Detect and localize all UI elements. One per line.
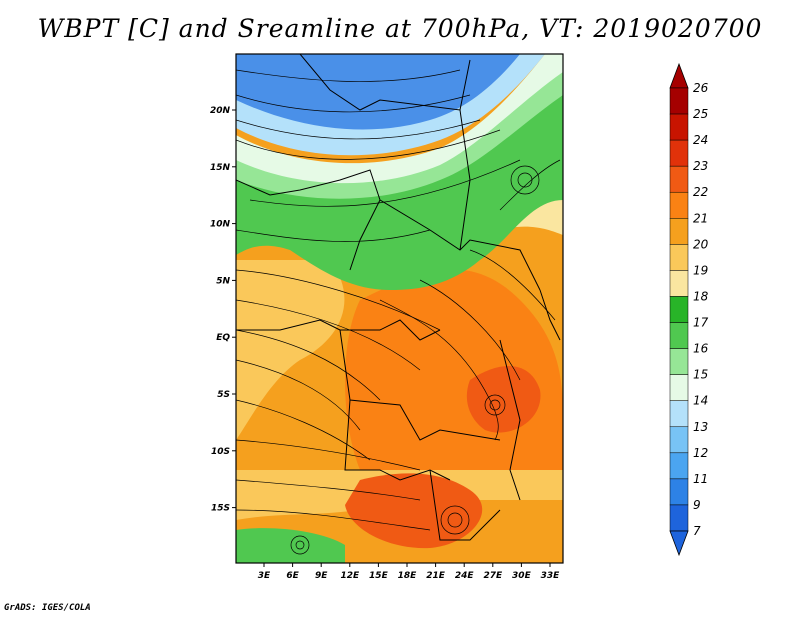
lon-tick-label: 12E: [340, 571, 360, 581]
colorbar-label: 7: [693, 524, 701, 538]
colorbar-swatch: [669, 426, 689, 454]
lon-tick-label: 33E: [541, 571, 561, 581]
lon-tick-label: 3E: [258, 571, 271, 581]
lat-tick-label: 15N: [210, 163, 231, 173]
colorbar-swatch: [669, 113, 689, 141]
colorbar-label: 23: [693, 159, 708, 173]
lon-tick-label: 15E: [369, 571, 389, 581]
colorbar-swatch: [669, 452, 689, 480]
colorbar-swatch: [669, 478, 689, 506]
colorbar-label: 14: [693, 394, 708, 408]
lon-tick-label: 9E: [315, 571, 328, 581]
colorbar-swatch: [669, 296, 689, 323]
colorbar-label: 24: [693, 133, 708, 147]
lon-tick-label: 18E: [398, 571, 418, 581]
colorbar-label: 11: [693, 472, 708, 486]
grads-credit: GrADS: IGES/COLA: [4, 603, 91, 613]
wbpt-shading: [236, 54, 563, 563]
lat-tick-label: 10N: [210, 220, 231, 230]
colorbar-label: 19: [693, 263, 708, 277]
colorbar-swatch: [669, 374, 689, 401]
colorbar-label: 17: [693, 316, 709, 330]
lon-tick-label: 6E: [286, 571, 299, 581]
colorbar-label: 21: [693, 211, 708, 225]
colorbar-label: 15: [693, 368, 708, 382]
lat-tick-label: 20N: [210, 106, 231, 116]
lat-tick-label: 5N: [216, 276, 230, 286]
colorbar-label: 25: [693, 107, 708, 121]
wbpt-zone-green-southwest: [236, 528, 345, 563]
lon-tick-label: 21E: [426, 571, 446, 581]
colorbar-swatch: [669, 348, 689, 375]
colorbar-label: 9: [693, 498, 701, 512]
colorbar-swatch: [669, 322, 689, 349]
colorbar-label: 18: [693, 289, 709, 303]
colorbar: 26 25 24 23 22 21 20 19 18 17 16 15 14 13 12 11 9 7: [669, 62, 709, 557]
colorbar-swatch: [669, 504, 689, 532]
chart-title: WBPT [C] and Sreamline at 700hPa, VT: 20…: [37, 14, 763, 43]
latitude-axis: 20N 15N 10N 5N EQ 5S 10S 15S: [210, 106, 236, 514]
longitude-axis: 3E 6E 9E 12E 15E 18E 21E 24E 27E 30E 33E: [258, 563, 560, 581]
colorbar-swatch: [669, 139, 689, 167]
colorbar-swatch: [669, 270, 689, 297]
colorbar-bottom-arrow: [669, 530, 689, 557]
lat-tick-label: 5S: [217, 390, 230, 400]
colorbar-label: 22: [693, 185, 708, 199]
colorbar-top-arrow: [669, 62, 689, 89]
colorbar-swatch: [669, 165, 689, 193]
colorbar-label: 16: [693, 342, 709, 356]
colorbar-swatch: [669, 218, 689, 245]
wbpt-zone-pale-green: [236, 54, 563, 184]
lon-tick-label: 30E: [512, 571, 532, 581]
map-frame: [235, 53, 564, 564]
lon-tick-label: 24E: [455, 571, 475, 581]
colorbar-swatch: [669, 191, 689, 219]
streamlines: [236, 69, 561, 555]
lon-tick-label: 27E: [483, 571, 503, 581]
wbpt-zone-red-east: [466, 366, 541, 433]
colorbar-label: 20: [693, 237, 709, 251]
lat-tick-label: 10S: [211, 447, 230, 457]
colorbar-label: 13: [693, 420, 708, 434]
country-borders: [236, 54, 561, 541]
lat-tick-label: EQ: [216, 333, 230, 343]
colorbar-label: 26: [693, 81, 709, 95]
colorbar-label: 12: [693, 446, 708, 460]
colorbar-swatch: [669, 244, 689, 271]
colorbar-swatch: [669, 87, 689, 115]
wbpt-zone-red-south: [345, 473, 483, 549]
colorbar-swatch: [669, 400, 689, 428]
lat-tick-label: 15S: [211, 504, 230, 514]
